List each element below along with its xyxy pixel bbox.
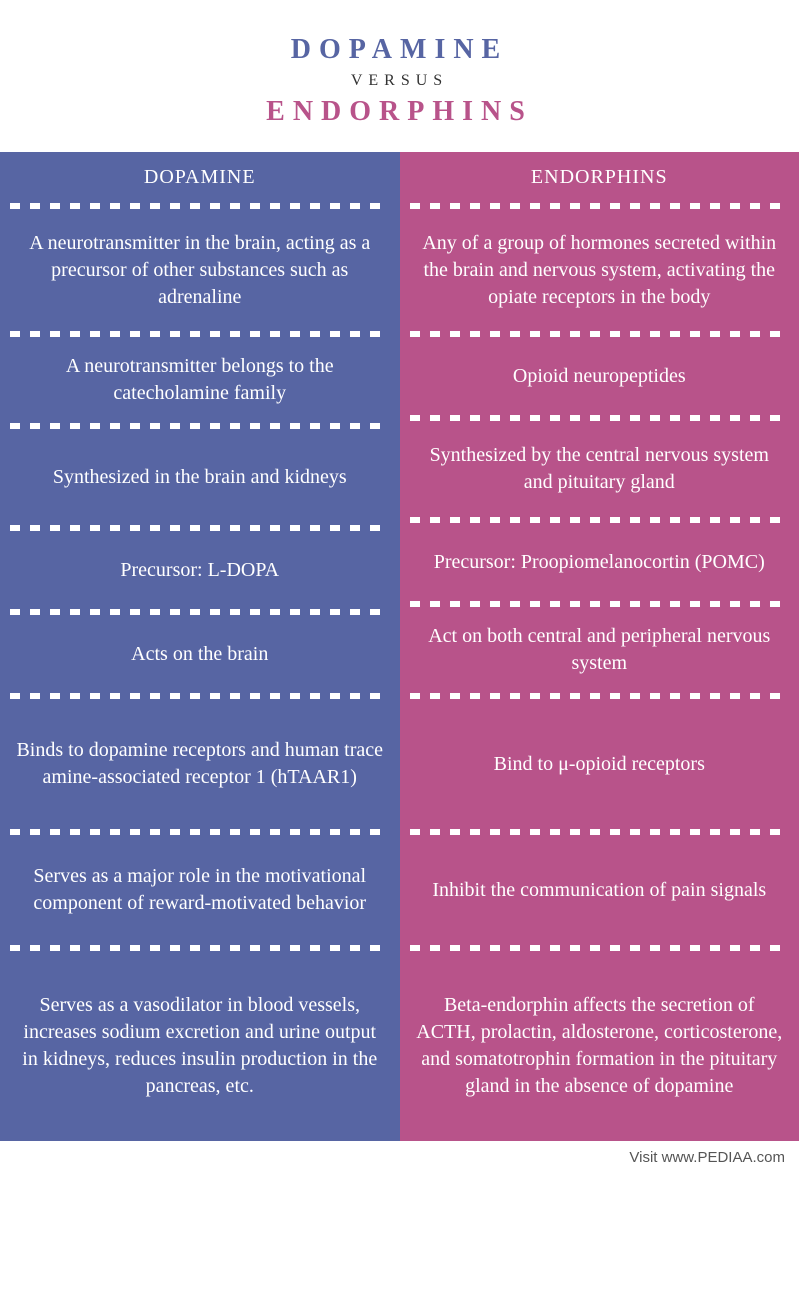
footer-credit: Visit www.PEDIAA.com bbox=[0, 1141, 799, 1180]
endorphins-cell: Act on both central and peripheral nervo… bbox=[400, 607, 799, 693]
endorphins-cell: Precursor: Proopiomelanocortin (POMC) bbox=[400, 523, 799, 601]
endorphins-column: ENDORPHINS Any of a group of hormones sec… bbox=[400, 152, 799, 1141]
dopamine-cell: A neurotransmitter in the brain, acting … bbox=[0, 209, 400, 331]
endorphins-column-header: ENDORPHINS bbox=[400, 152, 799, 203]
dopamine-cell: Synthesized in the brain and kidneys bbox=[0, 429, 400, 525]
dopamine-cell: Serves as a vasodilator in blood vessels… bbox=[0, 951, 400, 1141]
dopamine-cell: Serves as a major role in the motivation… bbox=[0, 835, 400, 945]
endorphins-cell: Beta-endorphin affects the secretion of … bbox=[400, 951, 799, 1141]
endorphins-cell: Any of a group of hormones secreted with… bbox=[400, 209, 799, 331]
endorphins-cell: Bind to μ-opioid receptors bbox=[400, 699, 799, 829]
title-endorphins: ENDORPHINS bbox=[20, 96, 779, 128]
comparison-table: DOPAMINE A neurotransmitter in the brain,… bbox=[0, 152, 799, 1141]
dopamine-column: DOPAMINE A neurotransmitter in the brain,… bbox=[0, 152, 400, 1141]
endorphins-cell: Opioid neuropeptides bbox=[400, 337, 799, 415]
dopamine-cell: A neurotransmitter belongs to the catech… bbox=[0, 337, 400, 423]
title-dopamine: DOPAMINE bbox=[20, 34, 779, 66]
dopamine-cell: Acts on the brain bbox=[0, 615, 400, 693]
dopamine-cell: Precursor: L-DOPA bbox=[0, 531, 400, 609]
endorphins-cell: Synthesized by the central nervous syste… bbox=[400, 421, 799, 517]
versus-label: VERSUS bbox=[20, 72, 779, 90]
endorphins-cell: Inhibit the communication of pain signal… bbox=[400, 835, 799, 945]
infographic-container: DOPAMINE VERSUS ENDORPHINS DOPAMINE A neu… bbox=[0, 0, 799, 1180]
dopamine-column-header: DOPAMINE bbox=[0, 152, 400, 203]
dopamine-cell: Binds to dopamine receptors and human tr… bbox=[0, 699, 400, 829]
header: DOPAMINE VERSUS ENDORPHINS bbox=[0, 0, 799, 152]
